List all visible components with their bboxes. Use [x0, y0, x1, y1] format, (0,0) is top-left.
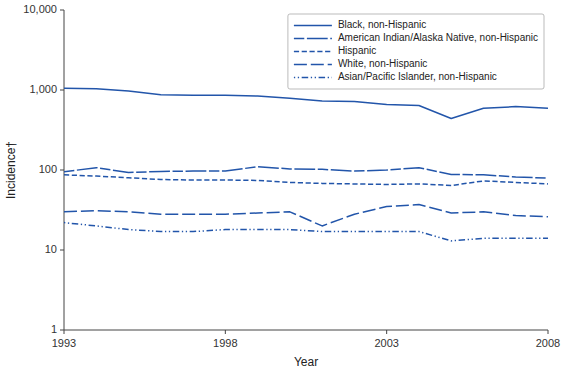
x-tick-label: 2008: [536, 337, 560, 349]
legend-box: [288, 14, 544, 89]
x-tick-label: 2003: [374, 337, 398, 349]
series-line: [64, 167, 548, 179]
y-tick-label: 1,000: [29, 83, 57, 95]
series-line: [64, 175, 548, 186]
x-tick: [386, 330, 387, 334]
y-tick: [60, 170, 64, 171]
legend-swatch: [294, 25, 332, 27]
y-tick-label: 100: [39, 163, 57, 175]
series-line: [64, 205, 548, 226]
legend-label: Black, non-Hispanic: [338, 19, 426, 30]
axes: 1 10 100 1,000 10,000 1993 1998 2003 2008: [23, 3, 560, 349]
y-tick: [60, 90, 64, 91]
legend-swatch: [294, 38, 332, 40]
legend-label: Asian/Pacific Islander, non-Hispanic: [338, 71, 497, 82]
x-tick-label: 1993: [52, 337, 76, 349]
x-tick: [225, 330, 226, 334]
x-axis-label: Year: [294, 355, 318, 369]
y-tick: [60, 330, 64, 331]
x-axis-line: [64, 330, 548, 331]
x-tick-label: 1998: [213, 337, 237, 349]
legend-swatch: [294, 77, 332, 79]
legend-swatch: [294, 64, 332, 66]
plot-area: [64, 88, 548, 241]
y-tick-label: 10,000: [23, 3, 57, 15]
series-line: [64, 88, 548, 118]
x-tick: [548, 330, 549, 334]
legend-swatch: [294, 51, 332, 53]
series-line: [64, 223, 548, 241]
legend-label: Hispanic: [338, 45, 376, 56]
y-tick-label: 1: [51, 323, 57, 335]
legend-label: White, non-Hispanic: [338, 58, 427, 69]
legend-label: American Indian/Alaska Native, non-Hispa…: [338, 32, 538, 43]
y-tick: [60, 10, 64, 11]
x-tick: [64, 330, 65, 334]
legend: Black, non-Hispanic American Indian/Alask…: [288, 14, 544, 89]
y-tick-label: 10: [45, 243, 57, 255]
y-axis-label: Incidence†: [4, 141, 18, 199]
y-tick: [60, 250, 64, 251]
chart: 1 10 100 1,000 10,000 1993 1998 2003 2008 Year Inc…: [0, 0, 564, 374]
